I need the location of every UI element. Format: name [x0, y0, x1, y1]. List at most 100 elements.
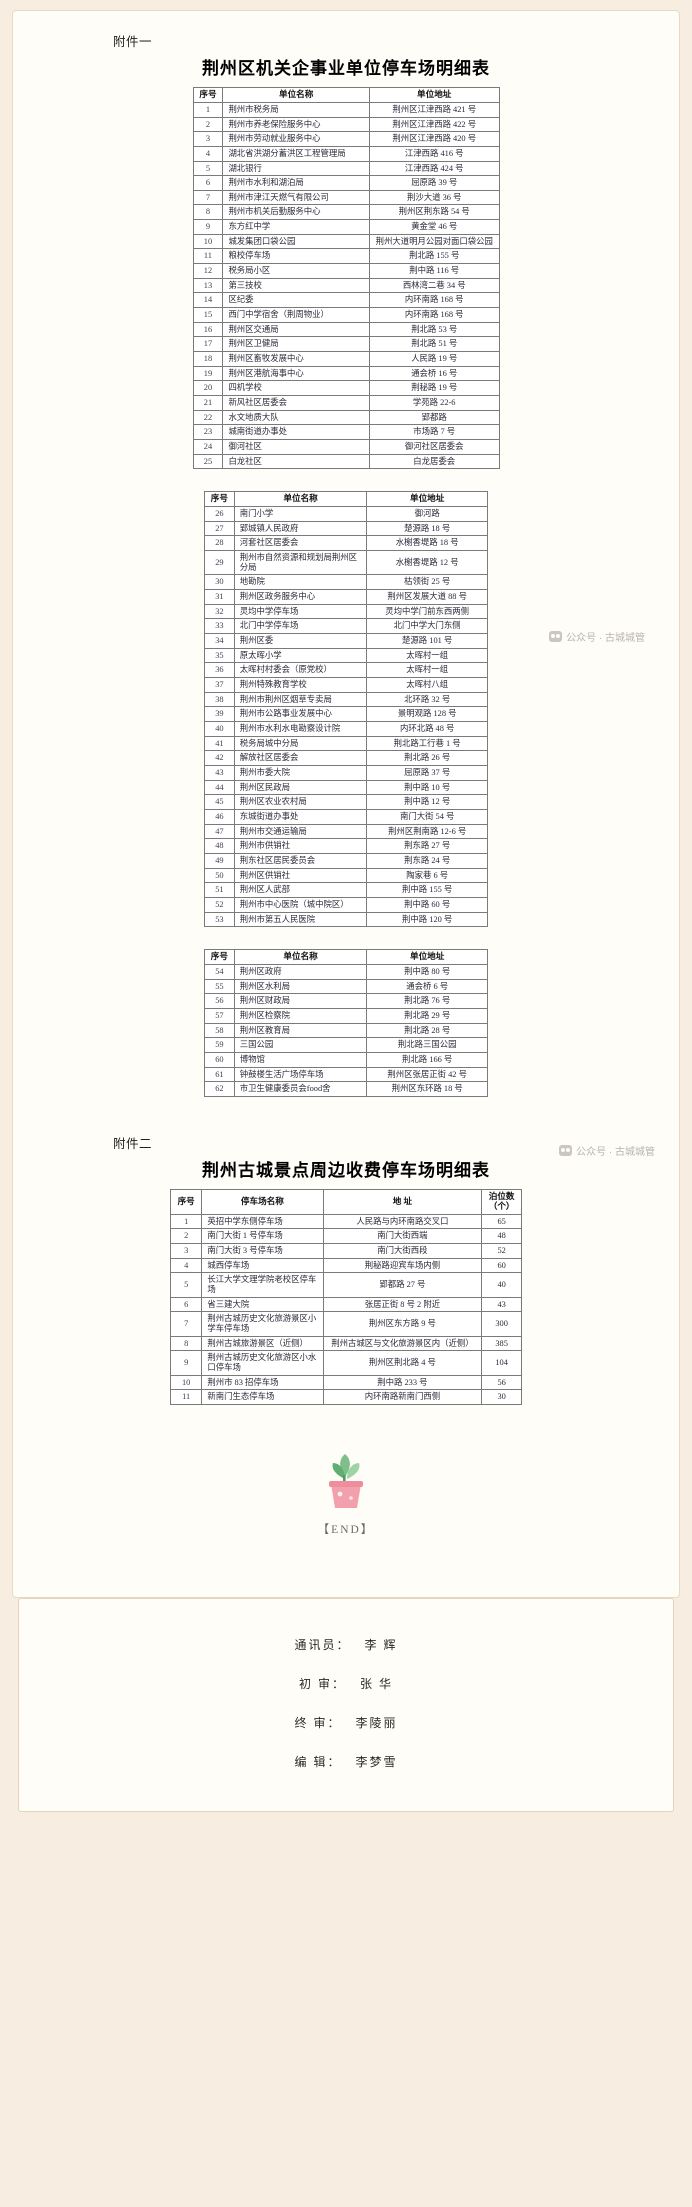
- table-row: 7 荆州古城历史文化旅游景区小学车停车场 荆州区东方路 9 号 300: [169, 1311, 522, 1337]
- cell-index: 18: [192, 351, 224, 367]
- end-section: 【END】: [31, 1405, 661, 1571]
- table-row: 1 英招中学东侧停车场 人民路与内环南路交叉口 65: [169, 1213, 522, 1230]
- cell-name: 荆州市水利水电勘察设计院: [233, 721, 368, 737]
- table-body-part1: 1 荆州市税务局 荆州区江津西路 421 号 2 荆州市养老保险服务中心 荆州区江津西路 …: [192, 101, 500, 470]
- cell-name: 荆州市津江天燃气有限公司: [222, 189, 370, 206]
- cell-name: 太晖村村委会（原党校）: [233, 662, 368, 679]
- cell-name: 荆州区人武部: [233, 882, 368, 898]
- cell-name: 郢城镇人民政府: [233, 520, 368, 537]
- cell-lot-name: 省三建大院: [201, 1296, 324, 1313]
- cell-index: 6: [192, 175, 224, 191]
- cell-name: 荆州市第五人民医院: [233, 911, 368, 928]
- credit-name: 李陵丽: [355, 1715, 398, 1730]
- cell-lot-name: 长江大学文理学院老校区停车场: [201, 1272, 324, 1298]
- col-name: 单位名称: [233, 491, 368, 508]
- table-row: 35 原太晖小学 太晖村一组: [204, 647, 488, 664]
- cell-name: 原太晖小学: [233, 647, 368, 664]
- cell-index: 19: [192, 365, 224, 382]
- cell-index: 3: [192, 131, 224, 147]
- cell-address: 内环南路 168 号: [368, 292, 500, 309]
- table-row: 2 荆州市养老保险服务中心 荆州区江津西路 422 号: [192, 116, 500, 133]
- cell-index: 59: [204, 1037, 235, 1053]
- cell-address: 荆北路 28 号: [366, 1022, 488, 1039]
- cell-name: 荆州区政务服务中心: [233, 589, 368, 605]
- table-header-row: 序号 单位名称 单位地址: [192, 87, 500, 103]
- cell-index: 8: [192, 204, 224, 221]
- cell-address: 荆北路 166 号: [366, 1052, 488, 1068]
- cell-name: 荆州市供销社: [233, 838, 368, 854]
- table-row: 9 荆州古城历史文化旅游区小水口停车场 荆州区荆北路 4 号 104: [169, 1350, 522, 1376]
- cell-index: 14: [192, 292, 224, 309]
- table-row: 50 荆州区供销社 陶家巷 6 号: [204, 867, 488, 884]
- cell-index: 45: [204, 794, 235, 810]
- cell-address: 荆北路工行巷 1 号: [366, 735, 488, 752]
- cell-lot-name: 南门大街 1 号停车场: [201, 1228, 324, 1245]
- table-row: 18 荆州区畜牧发展中心 人民路 19 号: [192, 351, 500, 367]
- table-row: 40 荆州市水利水电勘察设计院 内环北路 48 号: [204, 721, 488, 737]
- cell-index: 12: [192, 263, 224, 279]
- table-row: 30 地勘院 枯领街 25 号: [204, 574, 488, 591]
- cell-index: 25: [192, 453, 224, 470]
- cell-name: 城南街道办事处: [222, 424, 370, 440]
- cell-index: 34: [204, 633, 235, 649]
- cell-lot-name: 英招中学东侧停车场: [201, 1213, 324, 1230]
- table-row: 46 东城街道办事处 南门大街 54 号: [204, 808, 488, 825]
- cell-index: 55: [204, 978, 235, 995]
- table-row: 12 税务局小区 荆中路 116 号: [192, 263, 500, 279]
- cell-name: 荆州区教育局: [233, 1022, 368, 1039]
- cell-name: 荆州市机关后勤服务中心: [222, 204, 370, 221]
- cell-space-count: 300: [481, 1311, 522, 1337]
- cell-index: 7: [169, 1311, 203, 1337]
- cell-address: 张居正街 8 号 2 附近: [322, 1296, 483, 1313]
- cell-index: 48: [204, 838, 235, 854]
- table-row: 1 荆州市税务局 荆州区江津西路 421 号: [192, 101, 500, 118]
- table-row: 11 粮校停车场 荆北路 155 号: [192, 248, 500, 265]
- table-attachment-one-part1: 序号 单位名称 单位地址 1 荆州市税务局 荆州区江津西路 421 号 2 荆州市养老保…: [192, 87, 500, 470]
- cell-address: 学苑路 22-6: [368, 395, 500, 411]
- cell-address: 郢都路 27 号: [322, 1272, 483, 1298]
- cell-address: 荆州区东方路 9 号: [322, 1311, 483, 1337]
- cell-space-count: 30: [481, 1389, 522, 1405]
- cell-address: 屈原路 37 号: [366, 764, 488, 781]
- table-row: 23 城南街道办事处 市场路 7 号: [192, 424, 500, 440]
- col-name: 单位名称: [233, 949, 368, 966]
- cell-index: 61: [204, 1066, 235, 1083]
- cell-name: 荆州市中心医院（城中院区）: [233, 896, 368, 913]
- cell-name: 第三技校: [222, 277, 370, 294]
- cell-index: 6: [169, 1296, 203, 1313]
- table-row: 20 四机学校 荆秘路 19 号: [192, 380, 500, 396]
- cell-address: 北门中学大门东侧: [366, 618, 488, 635]
- cell-index: 11: [169, 1389, 203, 1405]
- cell-index: 42: [204, 750, 235, 766]
- wechat-icon: [549, 631, 563, 642]
- table-row: 58 荆州区教育局 荆北路 28 号: [204, 1022, 488, 1039]
- cell-index: 31: [204, 589, 235, 605]
- cell-address: 荆北路 51 号: [368, 336, 500, 353]
- cell-index: 22: [192, 409, 224, 426]
- cell-address: 荆中路 155 号: [366, 882, 488, 898]
- cell-index: 60: [204, 1052, 235, 1068]
- cell-index: 15: [192, 307, 224, 323]
- cell-address: 荆中路 80 号: [366, 964, 488, 980]
- col-address: 单位地址: [366, 949, 488, 966]
- table-row: 3 荆州市劳动就业服务中心 荆州区江津西路 420 号: [192, 131, 500, 147]
- table-row: 29 荆州市自然资源和规划局荆州区分局 水榭香堤路 12 号: [204, 550, 488, 576]
- table-row: 56 荆州区财政局 荆北路 76 号: [204, 993, 488, 1010]
- cell-lot-name: 南门大街 3 号停车场: [201, 1243, 324, 1259]
- cell-space-count: 52: [481, 1243, 522, 1259]
- table-row: 37 荆州特殊教育学校 太晖村八组: [204, 677, 488, 693]
- cell-name: 北门中学停车场: [233, 618, 368, 635]
- cell-name: 四机学校: [222, 380, 370, 396]
- cell-address: 人民路 19 号: [368, 351, 500, 367]
- cell-name: 博物馆: [233, 1052, 368, 1068]
- attachment-two-label: 附件二: [113, 1136, 153, 1151]
- cell-index: 51: [204, 882, 235, 898]
- cell-name: 荆州市荆州区烟草专卖局: [233, 691, 368, 708]
- cell-address: 荆中路 60 号: [366, 896, 488, 913]
- cell-index: 10: [192, 233, 224, 250]
- cell-index: 53: [204, 911, 235, 928]
- cell-name: 荆州市养老保险服务中心: [222, 116, 370, 133]
- cell-name: 荆州区财政局: [233, 993, 368, 1010]
- table-row: 10 城发集团口袋公园 荆州大道明月公园对面口袋公园: [192, 233, 500, 250]
